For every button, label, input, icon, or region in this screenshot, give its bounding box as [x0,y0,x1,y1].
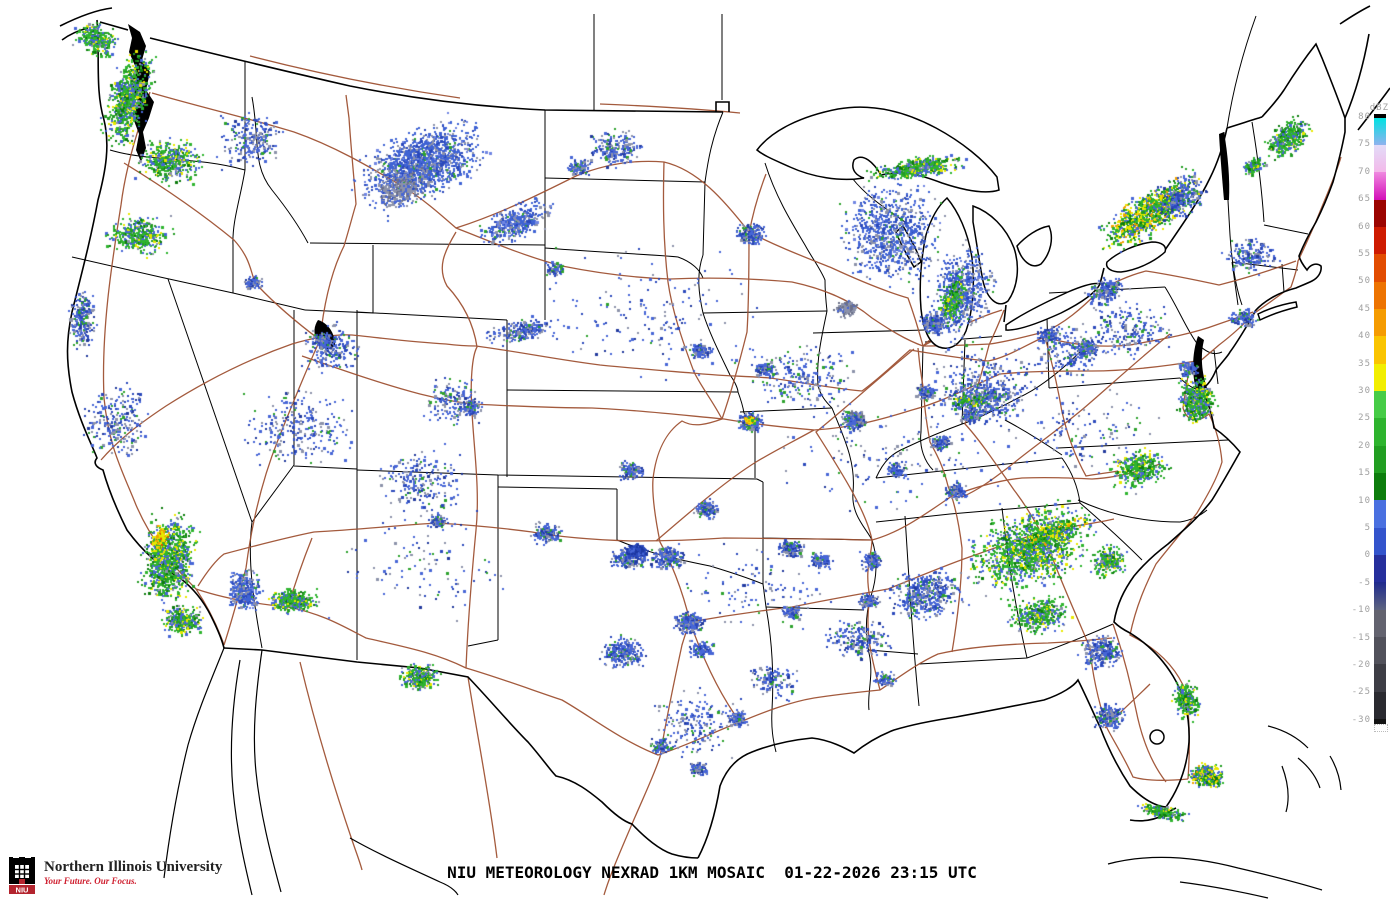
dbz-scale-segment [1374,555,1386,582]
dbz-tick-label: -30 [1351,714,1371,725]
dbz-scale-segment [1374,528,1386,555]
dbz-scale-segment [1374,664,1386,692]
dbz-tick-label: 55 [1358,249,1371,259]
dbz-tick-label: -15 [1351,632,1371,643]
dbz-scale-segment [1374,145,1386,172]
dbz-tick-label: 0 [1364,550,1371,561]
dbz-tick-label: 75 [1358,139,1371,150]
dbz-tick-label: -5 [1358,577,1371,588]
dbz-scale-segment [1374,610,1386,637]
dbz-tick-label: 60 [1358,221,1371,232]
dbz-tick-label: -20 [1351,660,1371,670]
dbz-scale-segment [1374,692,1386,719]
dbz-scale-bar [1374,114,1388,732]
dbz-tick-label: 40 [1358,331,1371,342]
dbz-scale-segment [1374,118,1386,145]
dbz-tick-label: 45 [1358,303,1371,314]
dbz-scale-segment [1374,473,1386,500]
dbz-scale-segment [1374,582,1386,610]
logo-org-name: Northern Illinois University [44,859,223,875]
dbz-scale-segment [1374,446,1386,473]
dbz-tick-label: 50 [1358,276,1371,287]
dbz-tick-label: 65 [1358,194,1371,205]
logo-tagline: Your Future. Our Focus. [44,876,137,886]
dbz-label: dBZ [1369,103,1389,113]
dbz-scale-segment [1374,172,1386,200]
dbz-scale-segment [1374,282,1386,309]
dbz-scale-segment [1374,254,1386,282]
niu-logo: NIU Northern Illinois University Your Fu… [8,857,222,895]
dbz-tick-label: 70 [1358,166,1371,177]
dbz-tick-label: -25 [1351,687,1371,698]
dbz-tick-label: 30 [1358,386,1371,396]
dbz-scale-segment [1374,724,1388,732]
dbz-tick-label: 35 [1358,358,1371,369]
dbz-tick-label: 25 [1358,413,1371,424]
dbz-scale-segment [1374,637,1386,664]
dbz-scale-segment [1374,200,1386,227]
dbz-scale-segment [1374,114,1386,118]
dbz-tick-label: -10 [1351,605,1371,616]
dbz-tick-label: 15 [1358,468,1371,479]
niu-castle-icon: NIU [9,857,35,895]
dbz-tick-label: 5 [1364,523,1371,533]
dbz-scale-segment [1374,309,1386,336]
niu-acronym: NIU [16,886,29,895]
dbz-scale-segment [1374,227,1386,254]
dbz-scale-segment [1374,719,1386,724]
dbz-tick-label: 20 [1358,440,1371,451]
dbz-scale-segment [1374,418,1386,446]
dbz-scale-segment [1374,336,1386,364]
product-caption: NIU METEOROLOGY NEXRAD 1KM MOSAIC 01-22-… [447,863,977,882]
dbz-tick-label: 10 [1358,495,1371,506]
dbz-scale-segment [1374,500,1386,528]
dbz-scale-segment [1374,364,1386,391]
dbz-tick-label: 80 [1358,112,1371,122]
dbz-scale-segment [1374,391,1386,418]
